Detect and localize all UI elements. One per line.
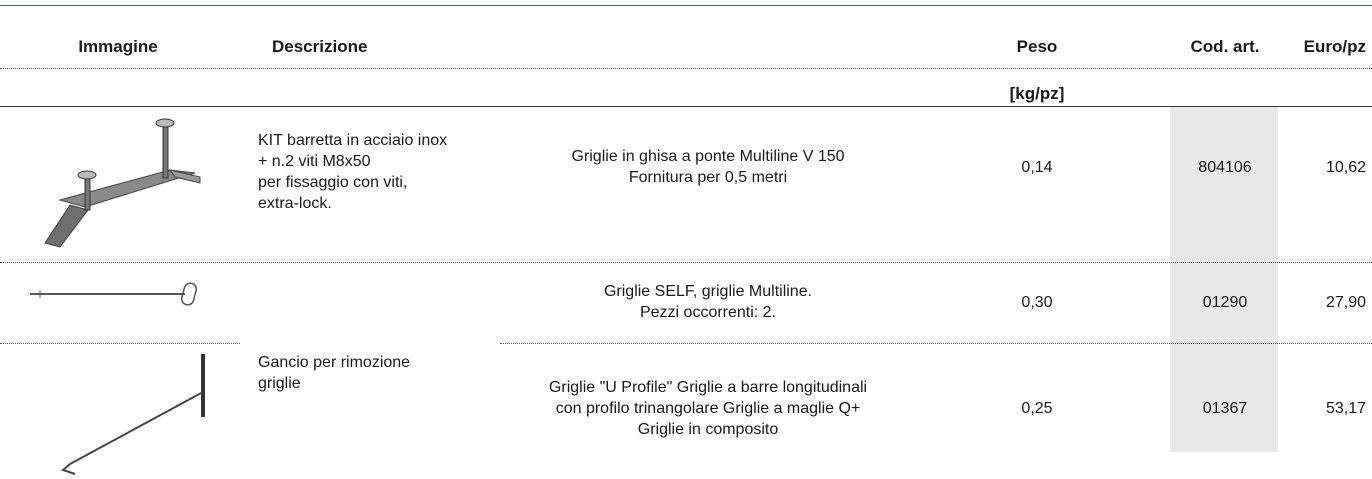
price: 10,62 <box>1325 159 1366 176</box>
col-header: Immagine <box>78 37 158 56</box>
unit-header: [kg/pz] <box>1009 84 1065 103</box>
description: Gancio per rimozione <box>258 354 411 371</box>
description: + n.2 viti M8x50 <box>258 153 371 170</box>
col-header: Peso <box>1016 37 1058 56</box>
col-header: Euro/pz <box>1303 37 1366 56</box>
weight: 0,14 <box>1021 159 1053 176</box>
red-rule <box>0 5 1372 6</box>
hook-image <box>61 354 205 475</box>
description: KIT barretta in acciaio inox <box>258 132 448 149</box>
divider <box>0 262 1372 263</box>
divider <box>0 68 1372 69</box>
application: Fornitura per 0,5 metri <box>628 169 788 186</box>
code: 01290 <box>1202 294 1248 311</box>
weight: 0,30 <box>1021 294 1053 311</box>
col-header: Cod. art. <box>1190 37 1260 56</box>
divider <box>0 343 240 344</box>
code: 804106 <box>1198 159 1252 176</box>
divider <box>0 106 1372 107</box>
description: griglie <box>258 375 301 392</box>
application: Pezzi occorrenti: 2. <box>639 304 777 321</box>
application: Griglie "U Profile" Griglie a barre long… <box>548 378 868 396</box>
kit-image <box>44 118 201 248</box>
hook-image <box>30 282 198 306</box>
code: 01367 <box>1202 400 1248 417</box>
divider <box>500 343 1372 344</box>
price: 53,17 <box>1325 400 1366 417</box>
application: Griglie in ghisa a ponte Multiline V 150 <box>571 148 845 165</box>
application: Griglie in composito <box>637 420 779 438</box>
price: 27,90 <box>1325 294 1366 311</box>
weight: 0,25 <box>1021 400 1053 417</box>
col-header: Descrizione <box>272 37 368 56</box>
code-column-shade <box>1170 107 1278 452</box>
description: extra-lock. <box>258 195 332 212</box>
application: con profilo trinangolare Griglie a magli… <box>555 399 861 417</box>
description: per fissaggio con viti, <box>258 174 408 191</box>
application: Griglie SELF, griglie Multiline. <box>603 283 813 300</box>
